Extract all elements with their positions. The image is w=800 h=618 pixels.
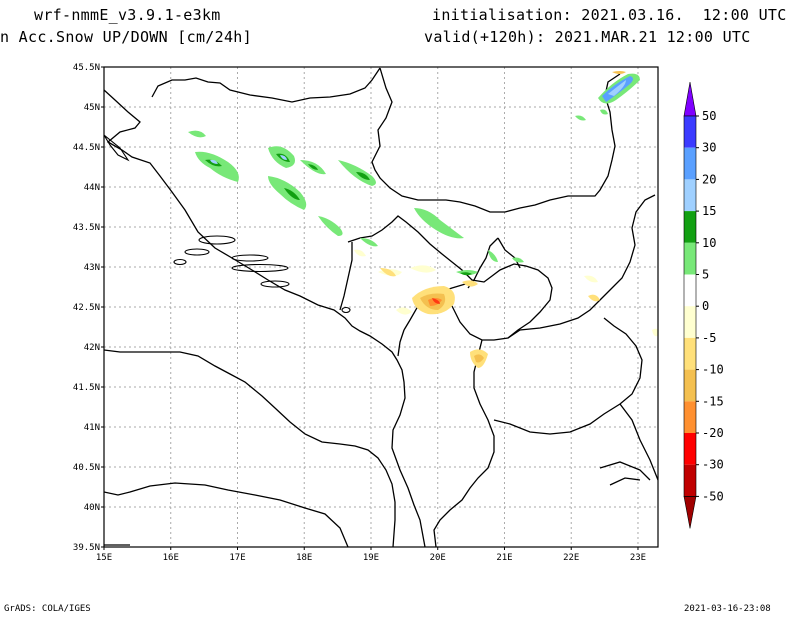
lat-tick-label: 43N <box>84 263 100 273</box>
lon-tick-label: 23E <box>630 553 646 563</box>
lat-tick-labels: 45.5N 45N 44.5N 44N 43.5N 43N 42.5N 42N 41.5N 41N… <box>73 63 104 553</box>
lat-tick-label: 41N <box>84 423 100 433</box>
init-time: initialisation: 2021.03.16. 12:00 UTC <box>432 6 787 24</box>
lat-tick-label: 42N <box>84 343 100 353</box>
lat-tick-label: 41.5N <box>73 383 100 393</box>
lat-tick-label: 45N <box>84 103 100 113</box>
footer-timestamp: 2021-03-16-23:08 <box>684 604 771 614</box>
colorbar-label: 30 <box>702 141 716 155</box>
lon-tick-label: 15E <box>96 553 112 563</box>
lon-tick-label: 19E <box>363 553 379 563</box>
colorbar-label: -50 <box>702 489 724 503</box>
colorbar-label: 15 <box>702 204 716 218</box>
model-title: wrf-nmmE_v3.9.1-e3km <box>34 6 221 24</box>
colorbar-label: 10 <box>702 236 716 250</box>
map-content <box>104 67 658 547</box>
lon-tick-label: 17E <box>229 553 245 563</box>
colorbar-top-arrow <box>683 81 697 117</box>
colorbar-box <box>684 242 696 275</box>
colorbar-label: 20 <box>702 172 716 186</box>
lat-tick-label: 40N <box>84 503 100 513</box>
colorbar-label: -20 <box>702 426 724 440</box>
colorbar-label: -15 <box>702 394 724 408</box>
lat-tick-label: 44N <box>84 183 100 193</box>
colorbar-box <box>684 464 696 497</box>
lat-tick-label: 43.5N <box>73 223 100 233</box>
lon-tick-label: 20E <box>430 553 446 563</box>
lat-tick-label: 42.5N <box>73 303 100 313</box>
colorbar-box <box>684 369 696 402</box>
colorbar-label: 0 <box>702 299 709 313</box>
colorbar-box <box>684 433 696 465</box>
colorbar-label: 50 <box>702 109 716 123</box>
colorbar-box <box>684 337 696 370</box>
lon-tick-label: 21E <box>496 553 512 563</box>
valid-time: valid(+120h): 2021.MAR.21 12:00 UTC <box>424 28 751 46</box>
lat-tick-label: 44.5N <box>73 143 100 153</box>
colorbar-box <box>684 179 696 212</box>
colorbar-box <box>684 274 696 307</box>
lat-tick-label: 39.5N <box>73 543 100 553</box>
lat-tick-label: 40.5N <box>73 463 100 473</box>
colorbar-bottom-arrow <box>683 496 697 529</box>
lon-tick-label: 18E <box>296 553 312 563</box>
variable-title: n Acc.Snow UP/DOWN [cm/24h] <box>0 28 252 46</box>
lon-tick-label: 22E <box>563 553 579 563</box>
colorbar-box <box>684 401 696 433</box>
colorbar-box <box>684 116 696 148</box>
colorbar-label: -10 <box>702 363 724 377</box>
grid-lines <box>104 67 658 547</box>
lat-tick-label: 45.5N <box>73 63 100 73</box>
colorbar-box <box>684 211 696 243</box>
colorbar-box <box>684 147 696 180</box>
colorbar-label: 5 <box>702 268 709 282</box>
lon-tick-labels: 15E 16E 17E 18E 19E 20E 21E 22E 23E <box>96 547 646 563</box>
colorbar-label: -5 <box>702 331 716 345</box>
colorbar-box <box>684 306 696 338</box>
colorbar-label: -30 <box>702 458 724 472</box>
snow-down-patches <box>354 249 658 368</box>
coastline-borders <box>104 67 658 547</box>
footer-credit: GrADS: COLA/IGES <box>4 604 91 614</box>
dalmatian-islands <box>104 134 351 314</box>
snow-up-patches <box>188 71 640 276</box>
lon-tick-label: 16E <box>163 553 179 563</box>
